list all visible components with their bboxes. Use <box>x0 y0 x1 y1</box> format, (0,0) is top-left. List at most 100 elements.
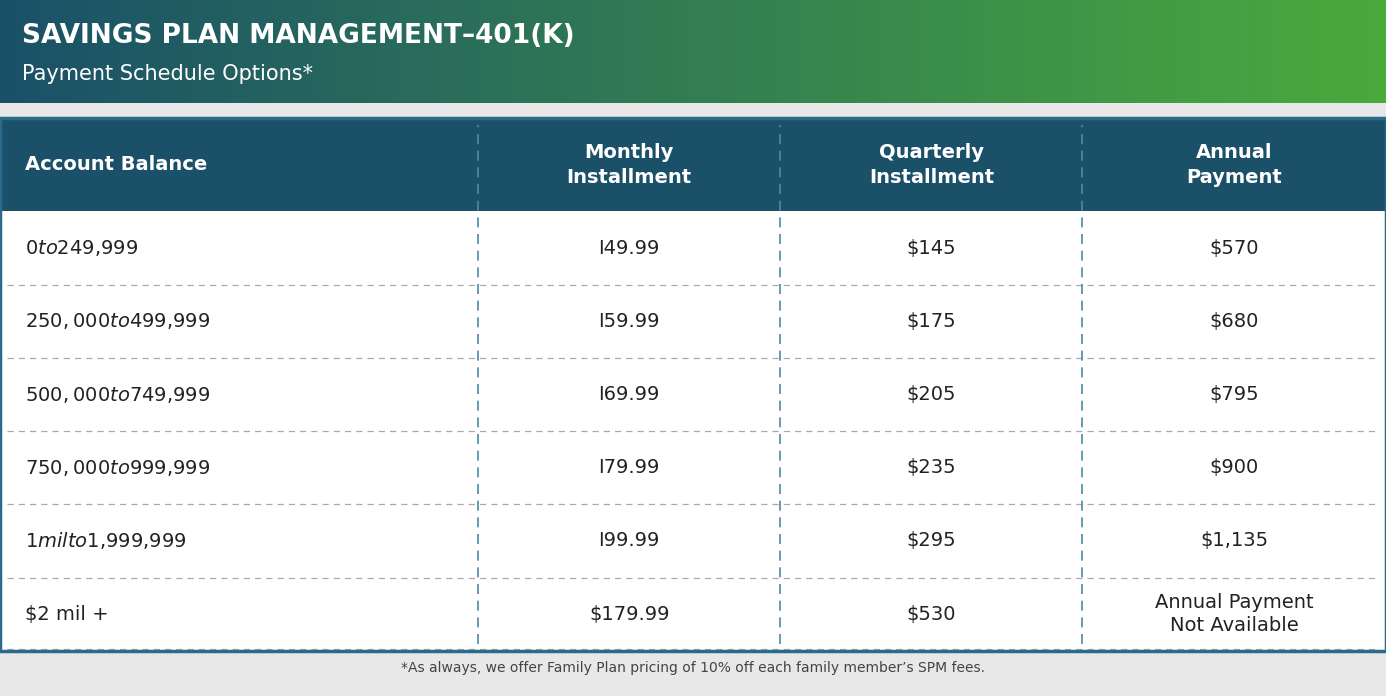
Bar <box>481 0 486 103</box>
Bar <box>1127 0 1134 103</box>
Bar <box>111 0 116 103</box>
Text: I49.99: I49.99 <box>599 239 660 258</box>
Bar <box>938 0 944 103</box>
Bar <box>980 0 985 103</box>
Bar <box>808 0 815 103</box>
Bar <box>1067 0 1073 103</box>
Bar <box>1123 0 1128 103</box>
Bar <box>471 0 477 103</box>
Bar <box>933 0 940 103</box>
Bar <box>592 0 597 103</box>
Bar <box>267 0 274 103</box>
Bar <box>966 0 972 103</box>
Bar <box>0 505 1386 578</box>
Bar <box>184 0 191 103</box>
Bar <box>1344 0 1350 103</box>
Bar <box>1224 0 1231 103</box>
Bar <box>651 0 657 103</box>
Bar <box>55 0 61 103</box>
Bar <box>1202 0 1207 103</box>
Bar <box>739 0 746 103</box>
Bar <box>32 0 39 103</box>
Bar <box>638 0 643 103</box>
Bar <box>947 0 954 103</box>
Bar <box>222 0 227 103</box>
Bar <box>14 0 19 103</box>
Bar <box>541 0 546 103</box>
Bar <box>93 0 98 103</box>
Bar <box>887 0 893 103</box>
Bar <box>4 0 11 103</box>
Bar <box>1008 0 1013 103</box>
Bar <box>1220 0 1225 103</box>
Text: I99.99: I99.99 <box>599 532 660 551</box>
Bar <box>1210 0 1217 103</box>
Bar <box>1335 0 1342 103</box>
Bar <box>1372 0 1378 103</box>
Bar <box>0 0 6 103</box>
Bar <box>1012 0 1017 103</box>
Bar <box>1243 0 1249 103</box>
Bar <box>166 0 172 103</box>
Bar <box>919 0 926 103</box>
Text: $175: $175 <box>906 312 956 331</box>
Bar <box>115 0 122 103</box>
Bar <box>1049 0 1055 103</box>
Bar <box>1063 0 1069 103</box>
Bar <box>467 0 473 103</box>
Bar <box>0 118 1386 651</box>
Bar <box>1099 0 1106 103</box>
Bar <box>642 0 649 103</box>
Bar <box>374 0 380 103</box>
Bar <box>24 0 29 103</box>
Bar <box>1376 0 1383 103</box>
Text: I59.99: I59.99 <box>599 312 660 331</box>
Bar <box>697 0 704 103</box>
Bar <box>628 0 635 103</box>
Bar <box>683 0 690 103</box>
Bar <box>633 0 639 103</box>
Bar <box>559 0 565 103</box>
Bar <box>254 0 261 103</box>
Bar <box>495 0 500 103</box>
Bar <box>97 0 103 103</box>
Bar <box>87 0 94 103</box>
Bar <box>1168 0 1175 103</box>
Bar <box>1160 0 1166 103</box>
Bar <box>406 0 413 103</box>
Bar <box>689 0 694 103</box>
Text: $1,135: $1,135 <box>1200 532 1268 551</box>
Bar <box>1313 0 1318 103</box>
Text: SAVINGS PLAN MANAGEMENT–401(K): SAVINGS PLAN MANAGEMENT–401(K) <box>22 23 575 49</box>
Bar <box>509 0 514 103</box>
Bar <box>1071 0 1078 103</box>
Bar <box>121 0 126 103</box>
Bar <box>1192 0 1198 103</box>
Bar <box>305 0 310 103</box>
Bar <box>1164 0 1170 103</box>
Bar <box>370 0 376 103</box>
Bar <box>1247 0 1253 103</box>
Bar <box>624 0 629 103</box>
Bar <box>351 0 358 103</box>
Bar <box>162 0 168 103</box>
Bar <box>0 358 1386 431</box>
Bar <box>744 0 750 103</box>
Bar <box>402 0 407 103</box>
Bar <box>647 0 653 103</box>
Bar <box>568 0 574 103</box>
Bar <box>37 0 43 103</box>
Text: $250,000 to $499,999: $250,000 to $499,999 <box>25 311 211 331</box>
Bar <box>245 0 251 103</box>
Bar <box>180 0 186 103</box>
Bar <box>1085 0 1092 103</box>
Bar <box>970 0 976 103</box>
Bar <box>911 0 916 103</box>
Bar <box>69 0 75 103</box>
Bar <box>730 0 736 103</box>
Bar <box>1113 0 1120 103</box>
Bar <box>139 0 144 103</box>
Bar <box>240 0 247 103</box>
Text: $0 to $249,999: $0 to $249,999 <box>25 238 139 258</box>
Text: $795: $795 <box>1210 385 1258 404</box>
